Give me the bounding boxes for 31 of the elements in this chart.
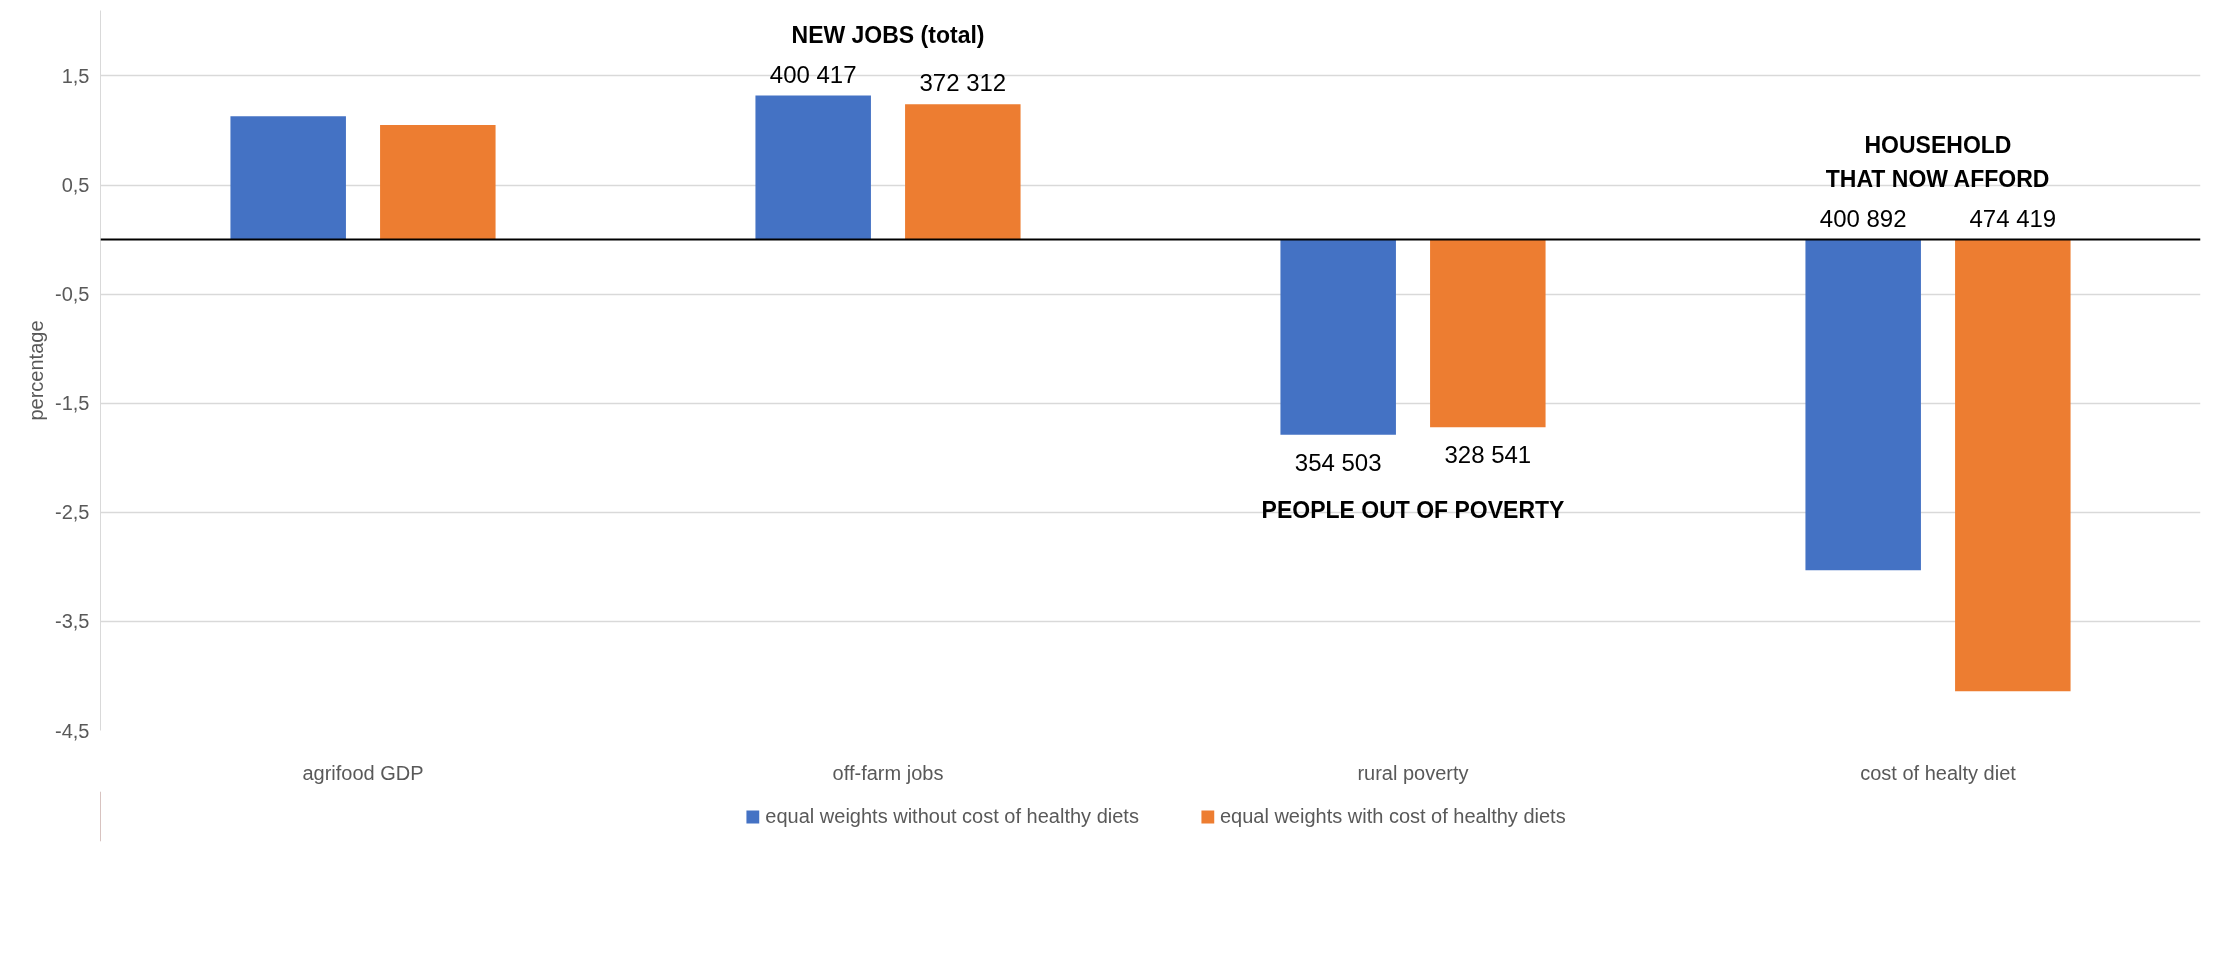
bar <box>755 95 871 240</box>
bar <box>1955 239 2071 692</box>
legend-label: equal weights without cost of healthy diets <box>765 804 1139 828</box>
y-tick-label: -4,5 <box>55 719 90 742</box>
annotation: PEOPLE OUT OF POVERTY <box>1261 496 1565 523</box>
x-tick-label: rural poverty <box>1357 761 1469 784</box>
annotation: NEW JOBS (total) <box>791 21 985 48</box>
annotation: 474 419 <box>1969 204 2057 232</box>
annotation: 400 417 <box>769 60 857 88</box>
bar <box>1280 239 1396 435</box>
legend-label: equal weights with cost of healthy diets <box>1219 804 1566 828</box>
y-tick-label: -2,5 <box>55 501 90 524</box>
bar <box>380 125 496 240</box>
y-tick-label: -1,5 <box>55 392 90 415</box>
annotation: 354 503 <box>1294 448 1382 476</box>
x-tick-label: agrifood GDP <box>302 761 424 784</box>
y-tick-label: -0,5 <box>55 283 90 306</box>
bar <box>905 104 1021 240</box>
bar <box>230 116 346 240</box>
annotation: 400 892 <box>1819 204 1907 232</box>
annotation: 372 312 <box>919 69 1007 97</box>
bar <box>1430 239 1546 428</box>
y-tick-label: -3,5 <box>55 610 90 633</box>
y-tick-label: 1,5 <box>61 64 90 87</box>
annotation: HOUSEHOLD THAT NOW AFFORD <box>1825 131 2050 192</box>
x-tick-label: off-farm jobs <box>832 761 944 784</box>
x-tick-label: cost of healty diet <box>1860 761 2017 784</box>
annotation: 328 541 <box>1444 441 1532 469</box>
y-axis-title: percentage <box>25 320 48 421</box>
y-tick-label: 0,5 <box>61 174 90 197</box>
bar <box>1805 239 1921 571</box>
